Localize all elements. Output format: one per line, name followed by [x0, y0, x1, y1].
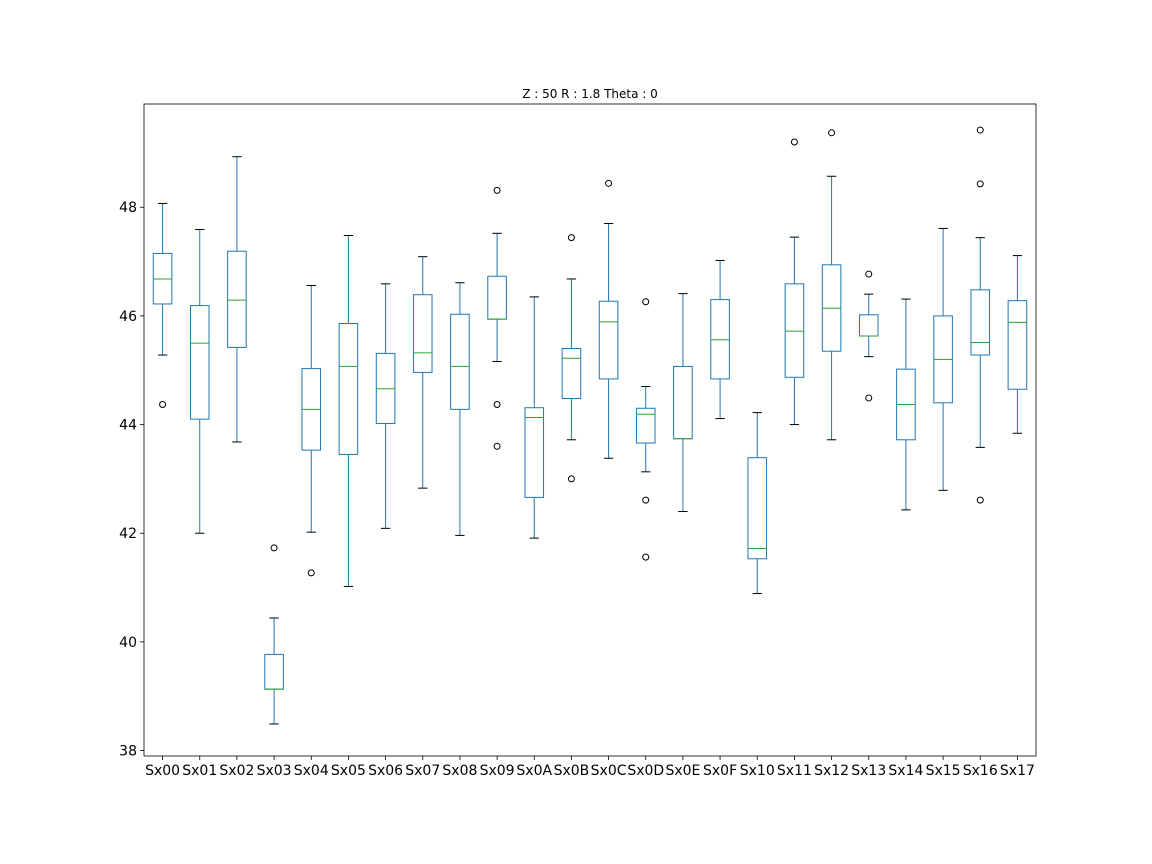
x-tick-label: Sx0C [591, 763, 627, 779]
box-sx08 [450, 282, 470, 536]
box-sx13 [858, 270, 879, 402]
iqr-box [1007, 300, 1028, 390]
outlier-point [865, 394, 873, 402]
x-tick-label: Sx17 [1000, 763, 1035, 779]
outlier-point [976, 180, 984, 188]
x-tick-label: Sx01 [182, 763, 217, 779]
box-sx05 [338, 234, 359, 587]
iqr-box [561, 348, 582, 399]
outlier-point [642, 553, 650, 561]
box-sx14 [896, 298, 916, 511]
y-tick-label: 42 [119, 526, 137, 542]
y-tick-label: 38 [119, 744, 137, 760]
outlier-point [790, 138, 798, 146]
x-tick-label: Sx12 [814, 763, 849, 779]
y-tick-label: 46 [119, 309, 137, 325]
iqr-box [784, 283, 805, 378]
x-tick-label: Sx04 [294, 763, 329, 779]
y-tick-label: 44 [119, 418, 137, 434]
box-sx03 [264, 544, 284, 725]
x-tick-label: Sx07 [405, 763, 440, 779]
y-tick-label: 40 [119, 635, 137, 651]
outlier-point [307, 569, 315, 577]
x-tick-label: Sx03 [257, 763, 292, 779]
boxes-layer [152, 126, 1028, 725]
x-tick-label: Sx0F [703, 763, 737, 779]
iqr-box [635, 407, 656, 444]
x-tick-label: Sx0B [554, 763, 590, 779]
box-sx01 [189, 229, 210, 534]
box-sx15 [933, 227, 953, 491]
box-sx0a [524, 296, 545, 539]
outlier-point [642, 496, 650, 504]
y-axis: 38 40 42 44 46 48 [119, 200, 144, 760]
box-sx12 [821, 129, 842, 441]
outlier-point [865, 270, 873, 278]
iqr-box [524, 407, 545, 498]
box-sx16 [970, 126, 991, 504]
x-tick-label: Sx15 [926, 763, 961, 779]
outlier-point [493, 186, 501, 194]
iqr-box [412, 294, 433, 373]
box-sx0f [710, 259, 730, 420]
outlier-point [976, 126, 984, 134]
outlier-point [270, 544, 278, 552]
box-sx07 [412, 256, 433, 489]
box-sx06 [375, 283, 396, 529]
outlier-point [493, 442, 501, 450]
x-tick-label: Sx10 [740, 763, 775, 779]
box-sx0d [635, 298, 656, 561]
outlier-point [642, 298, 650, 306]
box-sx17 [1007, 255, 1028, 434]
outlier-point [828, 129, 836, 137]
x-tick-label: Sx05 [331, 763, 366, 779]
box-sx10 [747, 412, 768, 595]
box-sx04 [301, 284, 322, 577]
x-tick-label: Sx02 [219, 763, 254, 779]
iqr-box [598, 300, 619, 380]
x-tick-label: Sx08 [442, 763, 477, 779]
iqr-box [338, 323, 359, 455]
chart-title: Z : 50 R : 1.8 Theta : 0 [522, 87, 658, 101]
outlier-point [567, 475, 575, 483]
box-sx09 [487, 186, 507, 450]
plot-frame [143, 103, 1037, 757]
iqr-box [189, 305, 210, 420]
box-sx0c [598, 179, 619, 459]
x-tick-label: Sx06 [368, 763, 403, 779]
x-tick-label: Sx00 [145, 763, 180, 779]
box-sx00 [152, 202, 173, 408]
y-tick-label: 48 [119, 200, 137, 216]
x-tick-label: Sx0A [516, 763, 552, 779]
box-sx11 [784, 138, 805, 426]
box-sx0e [673, 293, 693, 512]
x-axis: Sx00 Sx01 Sx02 Sx03 Sx04 Sx05 Sx06 Sx07 Sx08 Sx09… [145, 756, 1035, 779]
iqr-box [747, 457, 768, 560]
box-sx0b [561, 234, 582, 483]
x-tick-label: Sx13 [851, 763, 886, 779]
x-tick-label: Sx14 [888, 763, 923, 779]
iqr-box [710, 299, 730, 380]
iqr-box [450, 313, 470, 410]
x-tick-label: Sx16 [963, 763, 998, 779]
outlier-point [976, 496, 984, 504]
iqr-box [970, 289, 991, 356]
x-tick-label: Sx0D [627, 763, 664, 779]
iqr-box [227, 250, 247, 348]
outlier-point [159, 400, 167, 408]
x-tick-label: Sx09 [480, 763, 515, 779]
outlier-point [493, 400, 501, 408]
outlier-point [605, 179, 613, 187]
outlier-point [567, 234, 575, 242]
x-tick-label: Sx11 [777, 763, 812, 779]
x-tick-label: Sx0E [665, 763, 700, 779]
box-sx02 [227, 156, 247, 443]
